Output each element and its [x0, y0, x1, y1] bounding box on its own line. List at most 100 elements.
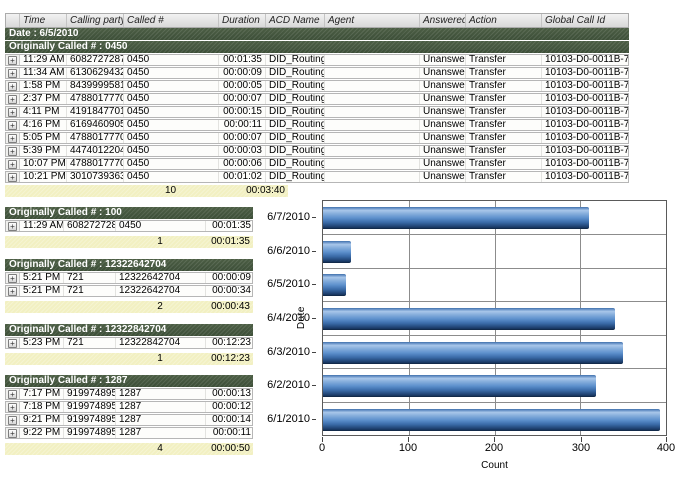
global-call-id-cell: 10103-D0-0011B-771 — [545, 94, 628, 104]
duration-cell: 00:00:05 — [219, 81, 266, 91]
called-cell: 1287 — [116, 428, 206, 438]
answered-cell: Unanswered — [420, 68, 466, 78]
table-header-row: Time Calling party # Called # Duration A… — [5, 13, 629, 28]
time-cell: 5:23 PM — [20, 338, 64, 348]
expand-row-button[interactable]: + — [8, 402, 17, 412]
acd-name-cell: DID_Routing — [266, 120, 325, 130]
called-cell: 0450 — [124, 120, 219, 130]
called-cell: 1287 — [116, 402, 206, 412]
time-cell: 11:29 AM — [20, 55, 67, 65]
column-header-action[interactable]: Action — [466, 14, 542, 27]
calling-party-cell: 9199748952 — [64, 428, 116, 438]
duration-cell: 00:00:34 — [212, 286, 251, 296]
expand-row-button[interactable]: + — [8, 338, 17, 348]
column-header-duration[interactable]: Duration — [219, 14, 266, 27]
acd-name-cell: DID_Routing — [266, 94, 325, 104]
call-group-100: Originally Called # : 100 + 11:29 AM 608… — [5, 207, 253, 248]
acd-name-cell: DID_Routing — [266, 81, 325, 91]
global-call-id-cell: 10103-D0-0011B-773 — [545, 120, 628, 130]
expand-row-button[interactable]: + — [8, 415, 17, 425]
column-header-time[interactable]: Time — [20, 14, 67, 27]
action-cell: Transfer — [466, 81, 542, 91]
call-group-1287: Originally Called # : 1287 + 7:17 PM 919… — [5, 375, 253, 455]
x-axis-tick — [322, 437, 323, 442]
calling-party-cell: 6130629432 — [67, 68, 124, 78]
column-header-agent[interactable]: Agent — [325, 14, 420, 27]
global-call-id-cell: 10103-D0-0011B-774 — [545, 133, 628, 143]
y-axis-tick-label: 6/6/2010 — [262, 245, 316, 257]
calling-party-cell: 4474012204 — [67, 146, 124, 156]
y-axis-tick-label: 6/5/2010 — [262, 278, 316, 290]
summary-total-duration: 00:01:35 — [211, 237, 250, 247]
acd-name-cell: DID_Routing — [266, 133, 325, 143]
expand-row-button[interactable]: + — [8, 273, 17, 283]
originally-called-group-header: Originally Called # : 12322642704 — [5, 259, 253, 271]
x-axis-tick — [494, 437, 495, 442]
action-cell: Transfer — [466, 120, 542, 130]
calling-party-cell: 6082727287 — [64, 221, 116, 231]
column-header-acd-name[interactable]: ACD Name — [266, 14, 325, 27]
call-report-table: Time Calling party # Called # Duration A… — [5, 13, 629, 197]
originally-called-group-header: Originally Called # : 0450 — [5, 41, 629, 53]
acd-name-cell: DID_Routing — [266, 107, 325, 117]
expand-row-button[interactable]: + — [8, 172, 17, 182]
summary-count: 1 — [157, 354, 163, 364]
expand-row-button[interactable]: + — [8, 55, 17, 65]
calling-party-cell: 6082727287 — [67, 55, 124, 65]
x-axis-tick — [666, 437, 667, 442]
agent-cell — [325, 133, 420, 143]
expand-row-button[interactable]: + — [8, 221, 17, 231]
time-cell: 9:21 PM — [20, 415, 64, 425]
y-axis-tick-label: 6/1/2010 — [262, 413, 316, 425]
calls-per-day-bar-chart: Date 6/7/2010 6/6/2010 6/5/2010 6/4/2010… — [262, 196, 676, 485]
expand-row-button[interactable]: + — [8, 286, 17, 296]
time-cell: 11:29 AM — [20, 221, 64, 231]
expand-row-button[interactable]: + — [8, 68, 17, 78]
gridline — [323, 368, 666, 370]
x-axis-tick-label: 100 — [398, 442, 418, 454]
acd-name-cell: DID_Routing — [266, 146, 325, 156]
expand-row-button[interactable]: + — [8, 159, 17, 169]
column-header-calling-party[interactable]: Calling party # — [67, 14, 124, 27]
agent-cell — [325, 94, 420, 104]
time-cell: 10:07 PM — [20, 159, 67, 169]
y-axis-tick-label: 6/4/2010 — [262, 312, 316, 324]
expand-row-button[interactable]: + — [8, 120, 17, 130]
expand-row-button[interactable]: + — [8, 107, 17, 117]
acd-name-cell: DID_Routing — [266, 159, 325, 169]
bar-6-7-2010 — [323, 207, 589, 229]
called-cell: 0450 — [124, 81, 219, 91]
expand-row-button[interactable]: + — [8, 389, 17, 399]
action-cell: Transfer — [466, 146, 542, 156]
expand-row-button[interactable]: + — [8, 146, 17, 156]
gridline — [323, 267, 666, 269]
summary-total-duration: 00:03:40 — [246, 186, 285, 196]
group-summary-row: 10 00:03:40 — [5, 185, 288, 197]
time-cell: 2:37 PM — [20, 94, 67, 104]
called-cell: 0450 — [124, 133, 219, 143]
column-header-global-call-id[interactable]: Global Call Id — [545, 15, 606, 26]
bar-6-1-2010 — [323, 409, 660, 431]
expand-row-button[interactable]: + — [8, 94, 17, 104]
table-row: + 5:21 PM 721 12322642704 00:00:34 — [5, 285, 253, 297]
x-axis-tick — [408, 437, 409, 442]
column-header-answered[interactable]: Answered — [420, 14, 466, 27]
duration-cell: 00:12:23 — [212, 338, 251, 348]
expand-row-button[interactable]: + — [8, 428, 17, 438]
called-cell: 1287 — [116, 415, 206, 425]
action-cell: Transfer — [466, 133, 542, 143]
column-header-called[interactable]: Called # — [124, 14, 219, 27]
calling-party-cell: 721 — [64, 286, 116, 296]
time-cell: 4:11 PM — [20, 107, 67, 117]
expand-row-button[interactable]: + — [8, 133, 17, 143]
action-cell: Transfer — [466, 159, 542, 169]
answered-cell: Unanswered — [420, 133, 466, 143]
x-axis-tick-label: 300 — [571, 442, 591, 454]
table-row: + 10:07 PM 4788017770 0450 00:00:06 DID_… — [5, 158, 629, 170]
column-header-expander — [6, 14, 20, 27]
table-row: + 10:21 PM 3010739363 0450 00:01:02 DID_… — [5, 171, 629, 183]
expand-row-button[interactable]: + — [8, 81, 17, 91]
called-cell: 0450 — [124, 94, 219, 104]
duration-cell: 00:00:07 — [219, 133, 266, 143]
action-cell: Transfer — [466, 55, 542, 65]
